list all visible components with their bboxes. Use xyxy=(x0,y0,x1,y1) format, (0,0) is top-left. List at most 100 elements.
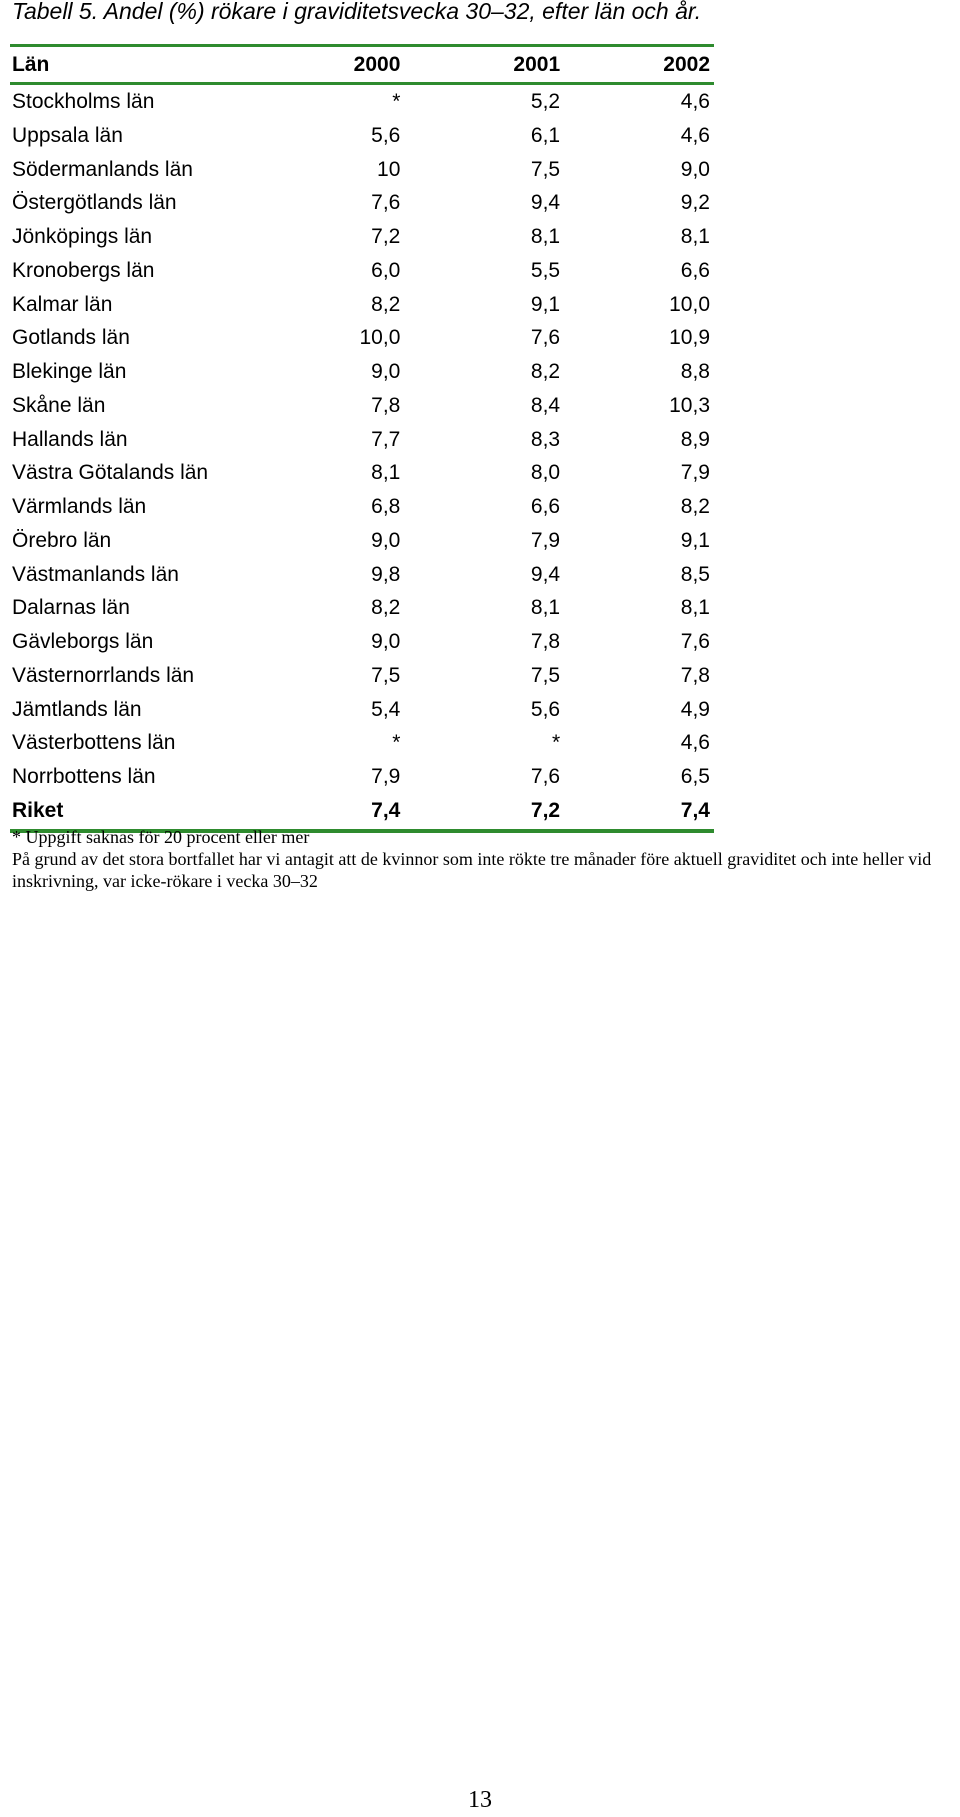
row-value-2001: 9,4 xyxy=(530,191,561,215)
row-county-name: Norrbottens län xyxy=(12,765,156,788)
table-row: Västra Götalands län 8,1 8,0 7,9 xyxy=(10,456,714,490)
row-value-2002: 10,0 xyxy=(669,292,710,316)
smoking-table: Län 2000 2001 2002 Stockholms län * 5,2 4,6… xyxy=(10,44,714,833)
row-county-name: Västra Götalands län xyxy=(12,461,209,485)
row-value-2001: 7,6 xyxy=(530,765,561,788)
row-value-2002: 4,6 xyxy=(680,90,710,113)
row-county-name: Kalmar län xyxy=(12,292,113,316)
row-value-2000: 7,5 xyxy=(371,663,401,687)
row-county-name: Jönköpings län xyxy=(12,225,153,248)
table-header-row: Län 2000 2001 2002 xyxy=(10,45,714,84)
table-row: Västmanlands län 9,8 9,4 8,5 xyxy=(10,558,714,592)
table-caption: Tabell 5. Andel (%) rökare i graviditets… xyxy=(12,0,702,24)
total-row: Riket 7,4 7,2 7,4 xyxy=(10,794,714,831)
row-value-2001: 8,0 xyxy=(530,461,561,485)
row-value-2002: 9,2 xyxy=(680,191,710,215)
total-label: Riket xyxy=(12,799,64,823)
row-value-2001: 9,1 xyxy=(530,292,561,316)
row-county-name: Västmanlands län xyxy=(12,562,179,586)
row-value-2002: 9,1 xyxy=(680,528,710,552)
row-county-name: Uppsala län xyxy=(12,123,123,147)
row-value-2001: * xyxy=(551,731,561,755)
table-row: Kronobergs län 6,0 5,5 6,6 xyxy=(10,254,714,288)
row-value-2002: 8,1 xyxy=(680,596,710,620)
row-value-2002: 7,8 xyxy=(680,663,710,687)
row-value-2000: 6,8 xyxy=(371,495,401,518)
row-value-2000: * xyxy=(392,731,401,755)
row-value-2000: 7,9 xyxy=(371,765,401,788)
table-row: Gävleborgs län 9,0 7,8 7,6 xyxy=(10,625,714,659)
row-value-2002: 4,6 xyxy=(680,123,710,147)
table-row: Uppsala län 5,6 6,1 4,6 xyxy=(10,119,714,153)
row-value-2000: 5,4 xyxy=(371,697,401,721)
header-lan: Län xyxy=(12,52,50,76)
note-assumption: På grund av det stora bortfallet har vi … xyxy=(12,849,932,891)
table-row: Södermanlands län 10 7,5 9,0 xyxy=(10,153,714,187)
row-value-2001: 8,3 xyxy=(530,427,561,451)
row-value-2001: 5,5 xyxy=(530,258,561,282)
table-row: Norrbottens län 7,9 7,6 6,5 xyxy=(10,760,714,794)
row-value-2002: 8,1 xyxy=(680,225,710,248)
row-value-2002: 8,2 xyxy=(680,495,710,518)
note-missing-data: * Uppgift saknas för 20 procent eller me… xyxy=(12,827,310,847)
row-county-name: Stockholms län xyxy=(12,90,155,113)
row-county-name: Gotlands län xyxy=(12,326,130,350)
row-value-2000: 7,8 xyxy=(371,393,401,417)
page-number: 13 xyxy=(468,1787,492,1813)
row-value-2002: 6,5 xyxy=(680,765,710,788)
row-county-name: Gävleborgs län xyxy=(12,630,154,653)
table-row: Stockholms län * 5,2 4,6 xyxy=(10,84,714,119)
row-value-2002: 6,6 xyxy=(680,258,710,282)
table-row: Värmlands län 6,8 6,6 8,2 xyxy=(10,490,714,524)
header-2002: 2002 xyxy=(663,52,710,76)
row-value-2001: 7,5 xyxy=(530,663,561,687)
row-value-2000: 5,6 xyxy=(371,123,401,147)
row-value-2001: 6,1 xyxy=(530,123,561,147)
row-value-2000: 7,7 xyxy=(371,427,401,451)
row-value-2000: 10,0 xyxy=(359,326,401,350)
table-row: Östergötlands län 7,6 9,4 9,2 xyxy=(10,186,714,220)
row-county-name: Hallands län xyxy=(12,427,128,451)
table-notes: * Uppgift saknas för 20 procent eller me… xyxy=(12,826,960,892)
row-county-name: Dalarnas län xyxy=(12,596,130,620)
row-value-2002: 4,9 xyxy=(680,697,710,721)
row-value-2002: 8,9 xyxy=(680,427,710,451)
row-value-2002: 8,8 xyxy=(680,360,710,383)
row-county-name: Kronobergs län xyxy=(12,258,155,282)
total-2002: 7,4 xyxy=(680,799,710,823)
row-value-2000: 9,8 xyxy=(371,562,401,586)
row-value-2001: 7,8 xyxy=(530,630,561,653)
row-county-name: Västernorrlands län xyxy=(12,663,195,687)
table-row: Hallands län 7,7 8,3 8,9 xyxy=(10,423,714,457)
row-value-2002: 10,3 xyxy=(669,393,710,417)
row-value-2000: 8,2 xyxy=(371,292,401,316)
table-row: Skåne län 7,8 8,4 10,3 xyxy=(10,389,714,423)
row-county-name: Jämtlands län xyxy=(12,697,142,721)
row-county-name: Södermanlands län xyxy=(12,157,193,181)
table-row: Kalmar län 8,2 9,1 10,0 xyxy=(10,288,714,322)
row-value-2001: 5,6 xyxy=(530,697,561,721)
row-value-2000: 10 xyxy=(377,157,401,181)
row-value-2002: 7,9 xyxy=(680,461,710,485)
row-value-2002: 7,6 xyxy=(680,630,710,653)
row-value-2001: 7,5 xyxy=(530,157,561,181)
row-value-2001: 8,1 xyxy=(530,596,561,620)
header-2001: 2001 xyxy=(513,52,561,76)
row-county-name: Västerbottens län xyxy=(12,731,176,755)
row-value-2002: 9,0 xyxy=(680,157,710,181)
table-row: Jönköpings län 7,2 8,1 8,1 xyxy=(10,220,714,254)
row-value-2002: 10,9 xyxy=(669,326,710,350)
row-county-name: Skåne län xyxy=(12,393,106,417)
row-value-2001: 6,6 xyxy=(530,495,561,518)
row-county-name: Värmlands län xyxy=(12,495,147,518)
row-value-2000: 7,6 xyxy=(371,191,401,215)
row-value-2001: 9,4 xyxy=(530,562,561,586)
row-value-2002: 8,5 xyxy=(680,562,710,586)
table-row: Dalarnas län 8,2 8,1 8,1 xyxy=(10,591,714,625)
row-value-2000: * xyxy=(392,90,401,113)
row-value-2000: 9,0 xyxy=(371,630,401,653)
row-value-2001: 8,2 xyxy=(530,360,561,383)
row-value-2000: 9,0 xyxy=(371,528,401,552)
row-value-2000: 9,0 xyxy=(371,360,401,383)
table-row: Gotlands län 10,0 7,6 10,9 xyxy=(10,321,714,355)
